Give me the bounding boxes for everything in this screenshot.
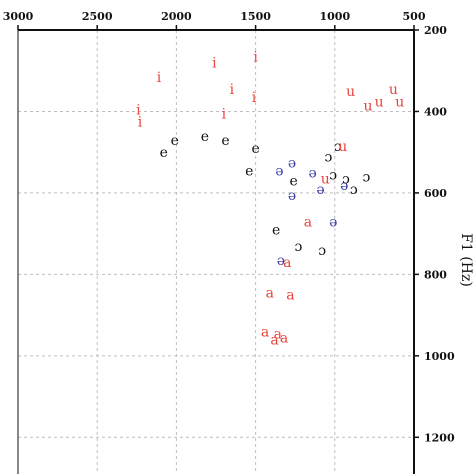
data-point: e xyxy=(160,145,168,161)
data-point: e xyxy=(201,129,209,145)
data-point: ə xyxy=(329,214,337,230)
data-point: ə xyxy=(288,155,296,171)
data-point: i xyxy=(230,82,235,98)
data-point: ɔ xyxy=(363,170,371,186)
data-point: u xyxy=(338,139,347,155)
data-point: i xyxy=(212,56,217,72)
data-point: ə xyxy=(288,188,296,204)
x-tick-label: 1000 xyxy=(319,10,350,23)
data-point: ɔ xyxy=(318,243,326,259)
data-point: ə xyxy=(316,182,324,198)
y-tick-label: 1000 xyxy=(424,350,455,363)
x-tick-label: 500 xyxy=(403,10,426,23)
data-point: ə xyxy=(308,166,316,182)
grid xyxy=(18,30,414,474)
data-point: a xyxy=(283,255,291,271)
data-point: a xyxy=(261,324,269,340)
data-point: ɔ xyxy=(350,182,358,198)
x-tick-label: 3000 xyxy=(3,10,34,23)
data-point: e xyxy=(272,223,280,239)
data-point: i xyxy=(138,115,143,131)
data-point: e xyxy=(245,164,253,180)
data-point: i xyxy=(157,70,162,86)
axes xyxy=(17,25,419,474)
data-point: i xyxy=(252,90,257,106)
y-tick-label: 800 xyxy=(424,268,447,281)
data-point: e xyxy=(251,141,259,157)
data-point: a xyxy=(304,214,312,230)
data-point: a xyxy=(270,333,278,349)
data-point: u xyxy=(321,172,330,188)
data-point: e xyxy=(289,174,297,190)
data-point: ə xyxy=(277,253,285,269)
x-tick-label: 2500 xyxy=(82,10,113,23)
data-point: ɔ xyxy=(294,239,302,255)
y-tick-label: 1200 xyxy=(424,431,455,444)
y-tick-label: 600 xyxy=(424,187,447,200)
data-point: a xyxy=(274,326,282,342)
y-axis-title: F1 (Hz) xyxy=(458,233,474,287)
data-point: a xyxy=(280,330,288,346)
y-tick-label: 400 xyxy=(424,105,447,118)
data-point: u xyxy=(395,94,404,110)
data-point: ɔ xyxy=(334,139,342,155)
data-point: ɔ xyxy=(342,172,350,188)
data-point: i xyxy=(222,106,227,122)
x-tick-label: 2000 xyxy=(161,10,192,23)
data-point: ɔ xyxy=(329,168,337,184)
data-point: a xyxy=(286,288,294,304)
data-point: i xyxy=(136,102,141,118)
x-tick-label: 1500 xyxy=(240,10,271,23)
data-point: i xyxy=(253,49,258,65)
data-point: u xyxy=(346,84,355,100)
data-point: e xyxy=(221,133,229,149)
data-point: u xyxy=(389,82,398,98)
data-point: u xyxy=(364,98,373,114)
y-tick-label: 200 xyxy=(424,24,447,37)
plot-background xyxy=(18,30,414,474)
data-point: u xyxy=(375,94,384,110)
data-point: ə xyxy=(275,164,283,180)
data-point: a xyxy=(266,286,274,302)
data-point: ə xyxy=(340,178,348,194)
data-point: e xyxy=(171,133,179,149)
data-point: ɔ xyxy=(325,149,333,165)
